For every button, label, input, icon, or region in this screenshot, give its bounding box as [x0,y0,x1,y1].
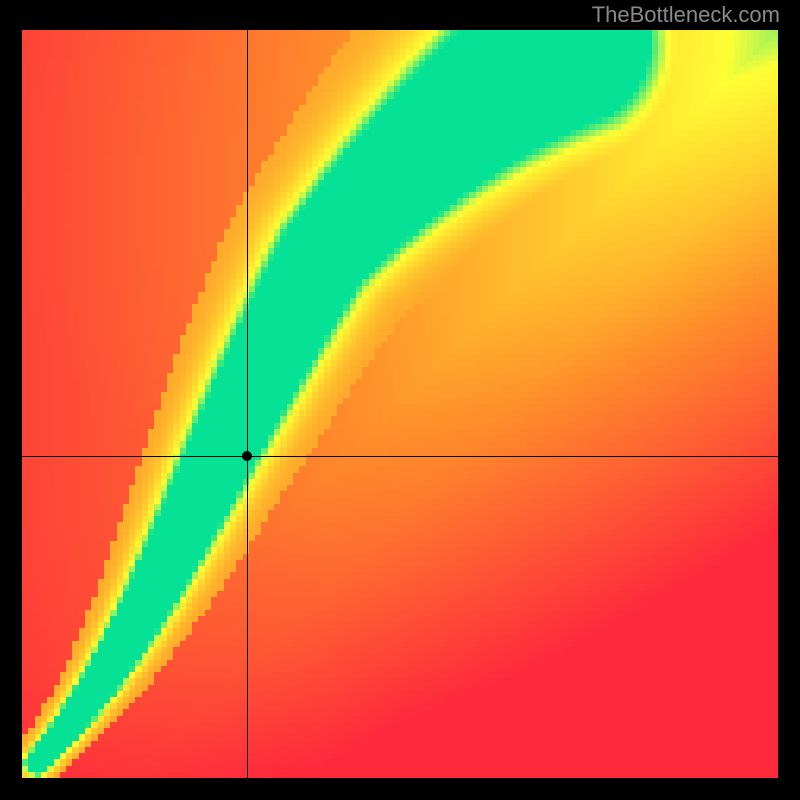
crosshair-marker-dot [242,451,252,461]
watermark-label: TheBottleneck.com [592,2,780,28]
plot-area [22,30,778,778]
crosshair-horizontal [22,456,778,457]
crosshair-vertical [247,30,248,778]
heatmap-canvas [22,30,778,778]
chart-container: TheBottleneck.com [0,0,800,800]
